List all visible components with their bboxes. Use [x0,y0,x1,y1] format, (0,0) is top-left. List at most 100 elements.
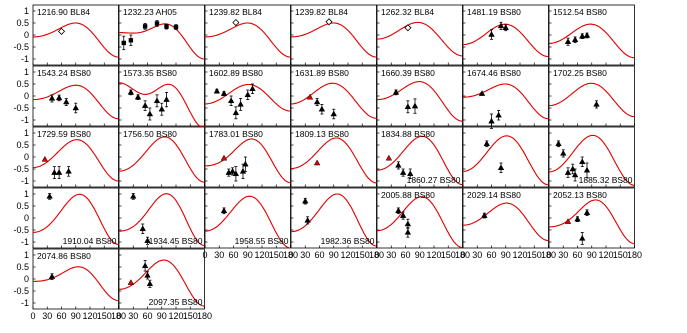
data-point-square [128,38,134,43]
panel-label: 1910.04 BS80 [63,236,117,246]
y-tick-label: 1 [24,189,29,199]
model-curve [377,81,463,122]
panel-label: 1239.82 BL84 [209,7,262,17]
panel-label: 1958.55 BS80 [235,236,289,246]
y-tick-label: 0 [24,91,29,101]
x-tick-label: 0 [116,311,121,321]
y-tick-label: 1 [24,67,29,77]
panel: 1934.45 BS80 [118,187,205,249]
panel-label: 1512.54 BS80 [553,7,607,17]
x-tick-label: 60 [400,250,410,260]
panel-label: 1631.89 BS80 [295,68,349,78]
panel-label: 1809.13 BS80 [295,129,349,139]
data-point-triangle [144,271,151,278]
data-point-triangle [579,158,586,165]
data-point-triangle [404,103,412,110]
data-point-triangle [229,167,236,174]
data-point-triangle [220,90,228,96]
data-point-triangle [385,154,393,161]
x-tick-label: 0 [546,250,551,260]
data-point-triangle [564,169,572,175]
data-point-square [173,24,179,30]
data-point-diamond [404,24,412,32]
x-tick-label: 30 [558,250,568,260]
panel: 1232.23 AH05 [118,4,205,66]
x-tick-label: 30 [214,250,224,260]
data-point-triangle [302,197,309,204]
x-tick-label: 60 [142,311,152,321]
data-point-triangle [564,38,572,44]
panel-label: 1674.46 BS80 [467,68,521,78]
data-point-triangle [574,215,581,222]
panel: 1702.25 BS80 [548,65,635,127]
data-point-diamond [325,18,333,26]
x-tick-label: 180 [111,311,126,321]
data-point-triangle [237,100,244,107]
data-point-triangle [48,273,56,279]
data-point-triangle [478,90,486,96]
panel: 1543.24 BS80 [32,65,119,127]
data-point-triangle [399,169,407,175]
data-point-triangle [481,212,488,218]
model-curve [376,21,463,57]
x-tick-label: 180 [455,250,470,260]
model-curve [463,202,549,242]
data-point-square [154,21,160,26]
x-tick-label: 90 [157,311,167,321]
panel-label: 1834.88 BS80 [381,129,435,139]
panel [462,126,549,188]
y-tick-label: -0.5 [13,286,29,296]
data-point-triangle [395,207,402,214]
data-point-triangle [502,24,509,31]
y-tick-label: 0.5 [16,262,29,272]
x-tick-label: 30 [300,250,310,260]
x-tick-label: 90 [501,250,511,260]
data-point-triangle [411,102,419,109]
panel: 1239.82 BL84 [204,4,291,66]
x-tick-label: 30 [42,311,52,321]
x-tick-label: 90 [71,311,81,321]
data-point-triangle [407,170,414,177]
panel-label: 1660.39 BS80 [381,68,435,78]
data-point-triangle [244,91,251,98]
data-point-triangle [46,192,53,199]
data-point-triangle [163,96,170,102]
x-tick-label: 90 [415,250,425,260]
data-point-triangle [158,105,165,112]
data-point-triangle [55,169,63,175]
model-curve [291,82,377,119]
data-point-triangle [144,237,151,244]
data-point-triangle [313,159,321,166]
x-tick-label: 0 [202,250,207,260]
panel: 1239.82 BL84 [290,4,377,66]
model-curve [376,135,463,186]
data-point-triangle [495,111,502,118]
data-point-square [121,40,126,46]
x-tick-label: 180 [627,250,642,260]
panel: 1674.46 BS80 [462,65,549,129]
data-point-triangle [55,94,63,101]
data-point-triangle [232,170,240,177]
panel-label: 1756.50 BS80 [123,129,177,139]
y-tick-label: 0 [24,152,29,162]
x-tick-label: 0 [374,250,379,260]
y-tick-label: 0 [24,213,29,223]
data-point-triangle [488,117,495,124]
panel: 2097.35 BS80 [118,248,205,310]
y-tick-label: 1 [24,6,29,16]
model-curve [290,193,377,247]
x-tick-label: 150 [183,311,198,321]
panel: 1602.89 BS80 [204,65,291,127]
y-tick-label: 0.5 [16,140,29,150]
panel: 1885.32 BS80 [548,126,635,188]
panel: 2074.86 BS80 [32,248,119,310]
x-tick-label: 0 [460,250,465,260]
panel: 1910.04 BS80 [32,187,119,249]
model-curve [463,83,549,120]
panels-group: 1216.90 BL84 1232.23 AH05 1239.82 BL84 1239… [32,4,635,310]
x-tick-label: 30 [128,311,138,321]
data-point-triangle [134,93,142,100]
panel-label: 1783.01 BS80 [209,129,263,139]
x-tick-label: 90 [243,250,253,260]
